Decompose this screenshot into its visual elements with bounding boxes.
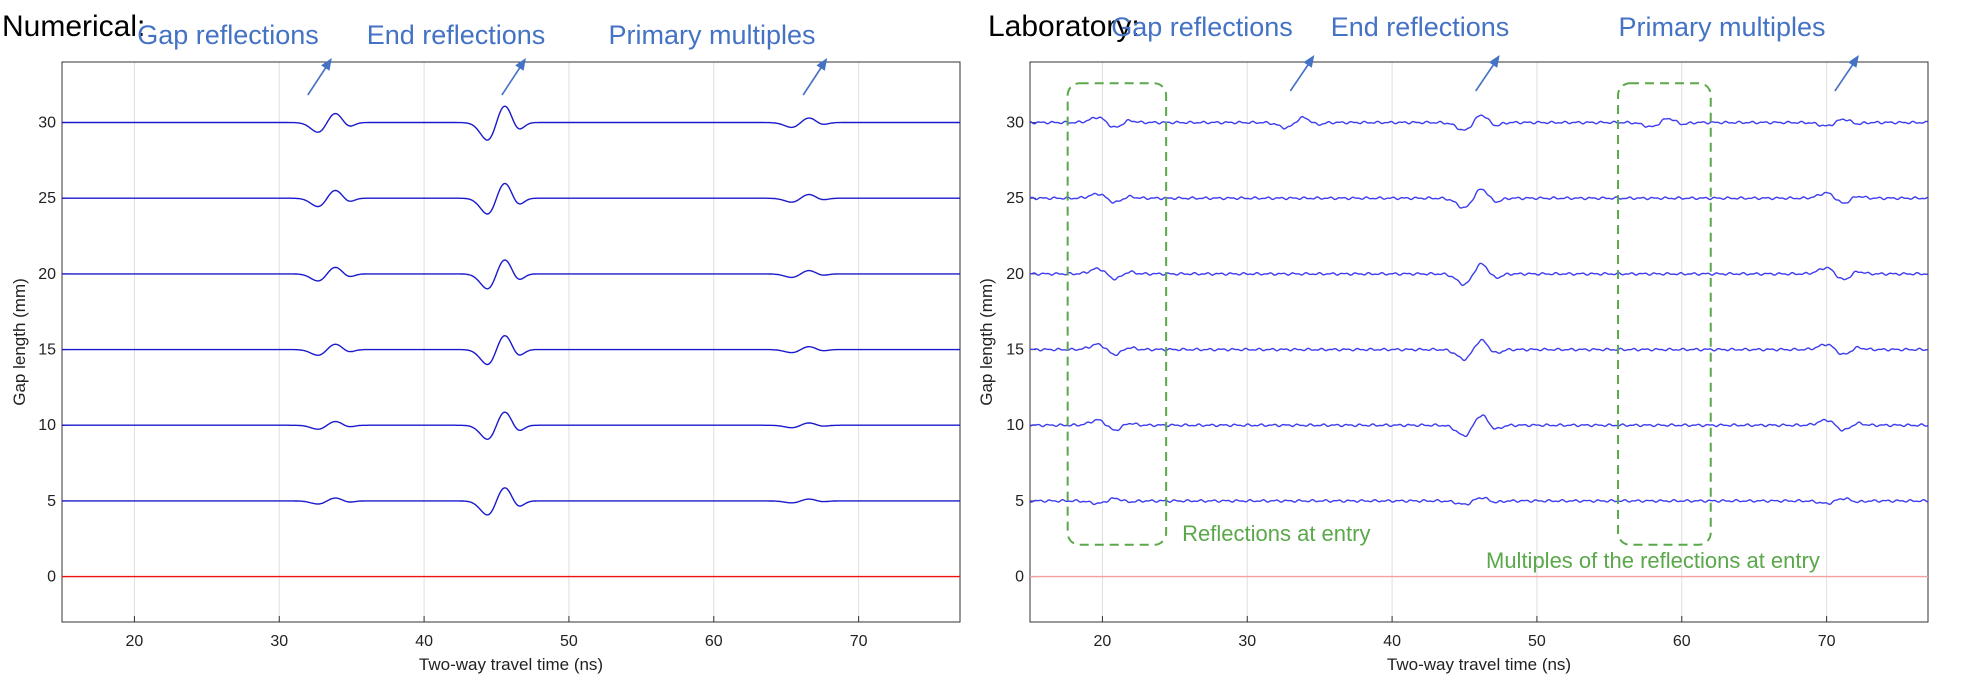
y-axis-label: Gap length (mm) [10,278,29,406]
annotation-arrow [1834,59,1857,92]
trace-20mm [1030,262,1929,287]
y-tick-label: 25 [38,190,56,207]
highlight-label: Reflections at entry [1182,521,1370,546]
y-tick-label: 10 [1006,417,1024,434]
panel-title: Numerical: [2,10,145,43]
annotation-label: Primary multiples [1618,12,1825,42]
annotation-arrow [501,62,524,96]
annotation-label: Gap reflections [137,20,319,50]
y-tick-label: 25 [1006,190,1024,207]
y-axis-label: Gap length (mm) [977,278,996,406]
y-tick-label: 30 [1006,115,1024,132]
highlight-label: Multiples of the reflections at entry [1486,548,1820,573]
trace-15mm [1029,338,1929,362]
y-tick-label: 15 [1006,342,1024,359]
annotation-arrowhead [515,58,526,71]
highlight-box [1617,82,1712,546]
trace-5mm [62,487,960,516]
y-tick-label: 30 [38,115,56,132]
trace-15mm [62,334,960,366]
x-tick-label: 40 [415,633,433,650]
x-axis-label: Two-way travel time (ns) [1387,655,1571,674]
x-tick-label: 30 [1238,633,1256,650]
x-tick-label: 30 [270,633,288,650]
x-tick-label: 70 [1818,633,1836,650]
annotation-arrow [307,62,330,96]
x-tick-label: 50 [560,633,578,650]
annotation-arrowhead [321,58,332,71]
x-tick-label: 50 [1528,633,1546,650]
annotation-label: End reflections [1331,12,1510,42]
trace-5mm [1029,496,1929,506]
trace-30mm [62,105,960,141]
annotation-arrow [1475,59,1498,92]
annotation-label: Primary multiples [608,20,815,50]
x-tick-label: 70 [850,633,868,650]
x-tick-label: 20 [126,633,144,650]
panel-title: Laboratory: [988,10,1140,43]
trace-25mm [1029,188,1929,209]
x-tick-label: 60 [705,633,723,650]
y-tick-label: 5 [1015,493,1024,510]
y-tick-label: 0 [1015,569,1024,586]
annotation-arrowhead [816,58,828,71]
x-axis-label: Two-way travel time (ns) [419,655,603,674]
annotation-arrow [802,62,825,96]
y-tick-label: 20 [38,266,56,283]
trace-30mm [1029,114,1929,131]
highlight-box [1066,82,1168,546]
trace-10mm [1029,414,1929,438]
annotation-arrowhead [1303,55,1315,68]
annotation-label: Gap reflections [1111,12,1293,42]
trace-20mm [62,259,960,290]
y-tick-label: 0 [47,569,56,586]
y-tick-label: 5 [47,493,56,510]
annotation-arrowhead [1848,55,1859,68]
trace-25mm [62,182,960,215]
annotation-arrow [1289,59,1312,92]
x-tick-label: 20 [1094,633,1112,650]
y-tick-label: 15 [38,342,56,359]
x-tick-label: 40 [1383,633,1401,650]
annotation-label: End reflections [367,20,546,50]
numerical-panel: Numerical: 20 30 40 50 60 70 0 5 10 15 20 25 30 Two-w… [2,10,961,674]
axes-box [61,61,961,623]
axes-box [1029,61,1929,623]
y-tick-label: 20 [1006,266,1024,283]
trace-10mm [62,411,960,441]
annotation-arrowhead [1488,55,1500,68]
x-tick-label: 60 [1673,633,1691,650]
laboratory-panel: Laboratory: 20 30 40 50 60 70 0 5 10 15 20 25 30 Two-… [977,10,1929,674]
y-tick-label: 10 [38,417,56,434]
